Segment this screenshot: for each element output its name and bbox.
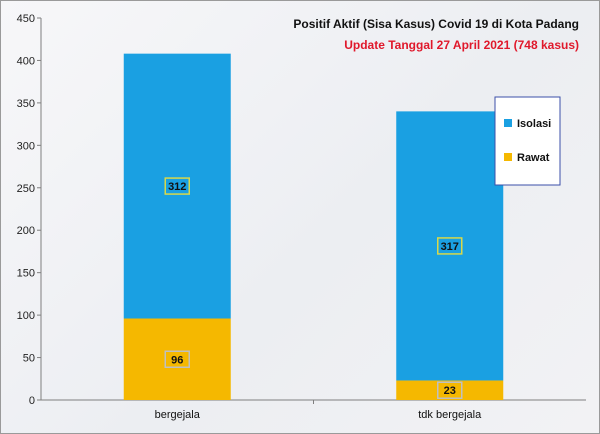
y-tick-label: 350 xyxy=(17,98,35,110)
bar-rawat-tdk-bergejala xyxy=(396,380,504,400)
data-label-box xyxy=(437,381,463,399)
legend-label-isolasi: Isolasi xyxy=(517,118,551,130)
legend: Isolasi Rawat xyxy=(494,96,561,186)
data-labels: 96 312 23 317 xyxy=(164,177,463,399)
bar-isolasi-bergejala xyxy=(123,53,231,319)
y-tick-label: 300 xyxy=(17,140,35,152)
legend-label-rawat: Rawat xyxy=(517,152,550,164)
chart-title: Positif Aktif (Sisa Kasus) Covid 19 di K… xyxy=(293,17,579,31)
y-tick-label: 100 xyxy=(17,310,35,322)
y-tick-label: 250 xyxy=(17,183,35,195)
chart-subtitle: Update Tanggal 27 April 2021 (748 kasus) xyxy=(344,38,579,52)
legend-swatch-isolasi xyxy=(504,119,512,127)
bar-rawat-bergejala xyxy=(123,318,231,400)
y-tick-label: 150 xyxy=(17,268,35,280)
x-tick-label: bergejala xyxy=(155,409,201,421)
legend-box xyxy=(494,96,561,186)
y-tick-label: 400 xyxy=(17,55,35,67)
data-label-box xyxy=(164,177,190,195)
y-tick-label: 0 xyxy=(29,395,35,407)
bars xyxy=(123,53,504,400)
y-tick-label: 200 xyxy=(17,225,35,237)
axes: 0 50 100 150 200 250 300 350 400 450 bergejala tdk … xyxy=(17,13,586,421)
data-label-box xyxy=(164,350,190,369)
data-label: 312 xyxy=(168,181,186,193)
y-tick-label: 50 xyxy=(23,353,35,365)
bar-isolasi-tdk-bergejala xyxy=(396,111,504,381)
data-label: 96 xyxy=(171,354,183,366)
x-tick-label: tdk bergejala xyxy=(418,409,482,421)
data-label-box xyxy=(437,237,463,255)
data-label: 23 xyxy=(444,385,456,397)
y-tick-label: 450 xyxy=(17,13,35,25)
legend-swatch-rawat xyxy=(504,153,512,161)
data-label: 317 xyxy=(441,241,459,253)
